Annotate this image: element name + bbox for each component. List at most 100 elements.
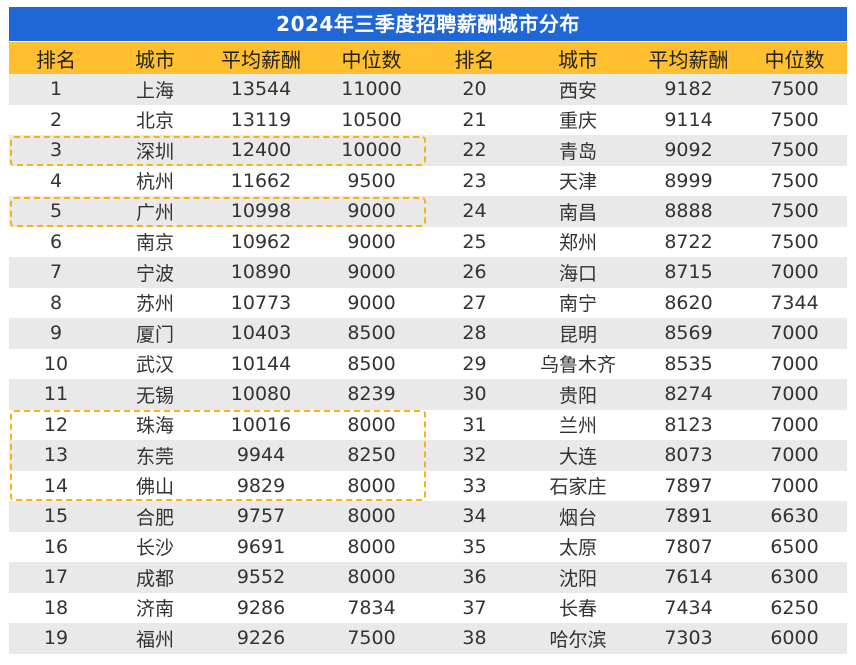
median-cell: 9000	[315, 287, 428, 318]
city-cell: 武汉	[103, 348, 207, 379]
salary-table-card: 2024年三季度招聘薪酬城市分布 排名 城市 平均薪酬 中位数 排名 城市 平均…	[9, 7, 847, 654]
avg-salary-cell: 7891	[635, 501, 742, 532]
avg-salary-cell: 9092	[635, 135, 742, 166]
median-cell: 11000	[315, 74, 428, 105]
header-median-left: 中位数	[315, 42, 428, 74]
avg-salary-cell: 8123	[635, 409, 742, 440]
city-cell: 南京	[103, 226, 207, 257]
table-row: 19 福州 9226 7500 38 哈尔滨 7303 6000	[9, 623, 847, 654]
median-cell: 7500	[742, 135, 847, 166]
median-cell: 7000	[742, 409, 847, 440]
rank-cell: 25	[428, 226, 521, 257]
rank-cell: 2	[9, 104, 103, 135]
median-cell: 7500	[742, 165, 847, 196]
header-median-right: 中位数	[742, 42, 847, 74]
city-cell: 贵阳	[521, 379, 635, 410]
rank-cell: 32	[428, 440, 521, 471]
rank-cell: 21	[428, 104, 521, 135]
table-row: 6 南京 10962 9000 25 郑州 8722 7500	[9, 226, 847, 257]
avg-salary-cell: 10144	[207, 348, 315, 379]
median-cell: 9000	[315, 257, 428, 288]
city-cell: 沈阳	[521, 562, 635, 593]
avg-salary-cell: 9691	[207, 531, 315, 562]
median-cell: 7500	[742, 104, 847, 135]
median-cell: 9000	[315, 196, 428, 227]
city-cell: 珠海	[103, 409, 207, 440]
table-row: 16 长沙 9691 8000 35 太原 7807 6500	[9, 531, 847, 562]
avg-salary-cell: 13544	[207, 74, 315, 105]
median-cell: 6630	[742, 501, 847, 532]
median-cell: 8000	[315, 501, 428, 532]
median-cell: 7344	[742, 287, 847, 318]
median-cell: 6500	[742, 531, 847, 562]
rank-cell: 34	[428, 501, 521, 532]
avg-salary-cell: 10773	[207, 287, 315, 318]
avg-salary-cell: 13119	[207, 104, 315, 135]
rank-cell: 6	[9, 226, 103, 257]
avg-salary-cell: 8073	[635, 440, 742, 471]
table-row: 14 佛山 9829 8000 33 石家庄 7897 7000	[9, 470, 847, 501]
avg-salary-cell: 7614	[635, 562, 742, 593]
table-row: 12 珠海 10016 8000 31 兰州 8123 7000	[9, 409, 847, 440]
avg-salary-cell: 9114	[635, 104, 742, 135]
city-cell: 天津	[521, 165, 635, 196]
rank-cell: 19	[9, 623, 103, 654]
city-cell: 哈尔滨	[521, 623, 635, 654]
rank-cell: 27	[428, 287, 521, 318]
median-cell: 8000	[315, 531, 428, 562]
city-cell: 大连	[521, 440, 635, 471]
header-rank-right: 排名	[428, 42, 521, 74]
city-cell: 太原	[521, 531, 635, 562]
avg-salary-cell: 8535	[635, 348, 742, 379]
rank-cell: 5	[9, 196, 103, 227]
avg-salary-cell: 9552	[207, 562, 315, 593]
city-cell: 海口	[521, 257, 635, 288]
rank-cell: 38	[428, 623, 521, 654]
avg-salary-cell: 12400	[207, 135, 315, 166]
city-cell: 北京	[103, 104, 207, 135]
rank-cell: 18	[9, 592, 103, 623]
rank-cell: 26	[428, 257, 521, 288]
rank-cell: 16	[9, 531, 103, 562]
avg-salary-cell: 10962	[207, 226, 315, 257]
city-cell: 长沙	[103, 531, 207, 562]
avg-salary-cell: 7807	[635, 531, 742, 562]
avg-salary-cell: 7434	[635, 592, 742, 623]
city-cell: 广州	[103, 196, 207, 227]
avg-salary-cell: 8274	[635, 379, 742, 410]
header-row: 排名 城市 平均薪酬 中位数 排名 城市 平均薪酬 中位数	[9, 42, 847, 74]
city-cell: 杭州	[103, 165, 207, 196]
table-row: 2 北京 13119 10500 21 重庆 9114 7500	[9, 104, 847, 135]
rank-cell: 4	[9, 165, 103, 196]
city-cell: 深圳	[103, 135, 207, 166]
avg-salary-cell: 8620	[635, 287, 742, 318]
city-cell: 福州	[103, 623, 207, 654]
rank-cell: 1	[9, 74, 103, 105]
rank-cell: 31	[428, 409, 521, 440]
avg-salary-cell: 8722	[635, 226, 742, 257]
table-row: 5 广州 10998 9000 24 南昌 8888 7500	[9, 196, 847, 227]
median-cell: 6300	[742, 562, 847, 593]
rank-cell: 14	[9, 470, 103, 501]
avg-salary-cell: 9226	[207, 623, 315, 654]
rank-cell: 10	[9, 348, 103, 379]
rank-cell: 36	[428, 562, 521, 593]
table-title: 2024年三季度招聘薪酬城市分布	[9, 7, 847, 41]
avg-salary-cell: 10016	[207, 409, 315, 440]
avg-salary-cell: 10890	[207, 257, 315, 288]
header-avg-salary-right: 平均薪酬	[635, 42, 742, 74]
city-cell: 成都	[103, 562, 207, 593]
avg-salary-cell: 9944	[207, 440, 315, 471]
header-city-left: 城市	[103, 42, 207, 74]
rank-cell: 7	[9, 257, 103, 288]
city-cell: 西安	[521, 74, 635, 105]
city-cell: 长春	[521, 592, 635, 623]
rank-cell: 20	[428, 74, 521, 105]
table-row: 18 济南 9286 7834 37 长春 7434 6250	[9, 592, 847, 623]
median-cell: 9500	[315, 165, 428, 196]
table-row: 4 杭州 11662 9500 23 天津 8999 7500	[9, 165, 847, 196]
median-cell: 7000	[742, 470, 847, 501]
rank-cell: 12	[9, 409, 103, 440]
avg-salary-cell: 8888	[635, 196, 742, 227]
city-cell: 石家庄	[521, 470, 635, 501]
